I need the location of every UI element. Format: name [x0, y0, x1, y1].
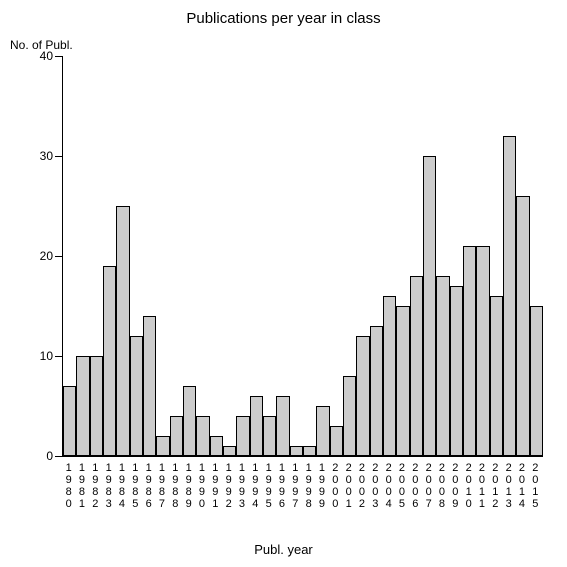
- x-tick-label: 2011: [475, 462, 488, 510]
- bar: [423, 156, 436, 456]
- x-tick-label: 2010: [462, 462, 475, 510]
- y-tick-label: 20: [29, 249, 53, 263]
- bar: [343, 376, 356, 456]
- bar: [250, 396, 263, 456]
- x-tick-label: 1988: [169, 462, 182, 510]
- x-tick-label: 2012: [489, 462, 502, 510]
- bar: [103, 266, 116, 456]
- x-tick-label: 2001: [342, 462, 355, 510]
- x-tick-label: 1987: [155, 462, 168, 510]
- x-tick-label: 2008: [435, 462, 448, 510]
- x-tick-label: 2007: [422, 462, 435, 510]
- bar: [476, 246, 489, 456]
- bar: [436, 276, 449, 456]
- bar: [383, 296, 396, 456]
- plot-area: 010203040: [62, 56, 543, 457]
- x-axis-title: Publ. year: [0, 542, 567, 557]
- bar: [450, 286, 463, 456]
- x-tick-label: 1997: [289, 462, 302, 510]
- x-tick-label: 2003: [369, 462, 382, 510]
- x-tick-label: 1998: [302, 462, 315, 510]
- chart-container: Publications per year in class No. of Pu…: [0, 0, 567, 567]
- x-tick-label: 2002: [355, 462, 368, 510]
- y-tick: [55, 356, 63, 357]
- bar: [130, 336, 143, 456]
- x-tick-label: 1994: [249, 462, 262, 510]
- x-tick-label: 1993: [235, 462, 248, 510]
- bar: [410, 276, 423, 456]
- y-tick: [55, 256, 63, 257]
- x-tick-label: 1996: [275, 462, 288, 510]
- y-tick: [55, 56, 63, 57]
- x-tick-label: 1995: [262, 462, 275, 510]
- bar: [223, 446, 236, 456]
- x-tick-label: 2006: [409, 462, 422, 510]
- bar: [90, 356, 103, 456]
- y-tick-label: 40: [29, 49, 53, 63]
- x-tick-label: 1983: [102, 462, 115, 510]
- bar: [463, 246, 476, 456]
- bar: [370, 326, 383, 456]
- x-tick-label: 1989: [182, 462, 195, 510]
- y-tick-label: 0: [29, 449, 53, 463]
- bar: [396, 306, 409, 456]
- bar: [530, 306, 543, 456]
- x-tick-label: 1981: [75, 462, 88, 510]
- bar: [156, 436, 169, 456]
- bar: [76, 356, 89, 456]
- bar: [316, 406, 329, 456]
- x-tick-label: 2005: [395, 462, 408, 510]
- bar: [356, 336, 369, 456]
- bar: [516, 196, 529, 456]
- x-tick-label: 1999: [315, 462, 328, 510]
- x-tick-label: 1982: [89, 462, 102, 510]
- y-tick: [55, 156, 63, 157]
- x-tick-label: 2000: [329, 462, 342, 510]
- bar: [196, 416, 209, 456]
- bar: [183, 386, 196, 456]
- x-axis-labels: 1980198119821983198419851986198719881989…: [62, 458, 542, 528]
- bar: [263, 416, 276, 456]
- x-tick-label: 2014: [515, 462, 528, 510]
- x-tick-label: 2013: [502, 462, 515, 510]
- bar: [116, 206, 129, 456]
- bar: [143, 316, 156, 456]
- bar: [170, 416, 183, 456]
- bar: [236, 416, 249, 456]
- x-tick-label: 1986: [142, 462, 155, 510]
- y-tick-label: 10: [29, 349, 53, 363]
- bar: [503, 136, 516, 456]
- x-tick-label: 1984: [115, 462, 128, 510]
- x-tick-label: 1992: [222, 462, 235, 510]
- x-tick-label: 2015: [529, 462, 542, 510]
- bar: [63, 386, 76, 456]
- x-tick-label: 1980: [62, 462, 75, 510]
- x-tick-label: 1985: [129, 462, 142, 510]
- bar: [303, 446, 316, 456]
- bar: [490, 296, 503, 456]
- bar: [290, 446, 303, 456]
- y-tick-label: 30: [29, 149, 53, 163]
- chart-title: Publications per year in class: [0, 10, 567, 27]
- x-tick-label: 1990: [195, 462, 208, 510]
- x-tick-label: 1991: [209, 462, 222, 510]
- x-tick-label: 2004: [382, 462, 395, 510]
- bar: [330, 426, 343, 456]
- y-tick: [55, 456, 63, 457]
- x-tick-label: 2009: [449, 462, 462, 510]
- bar: [276, 396, 289, 456]
- bar: [210, 436, 223, 456]
